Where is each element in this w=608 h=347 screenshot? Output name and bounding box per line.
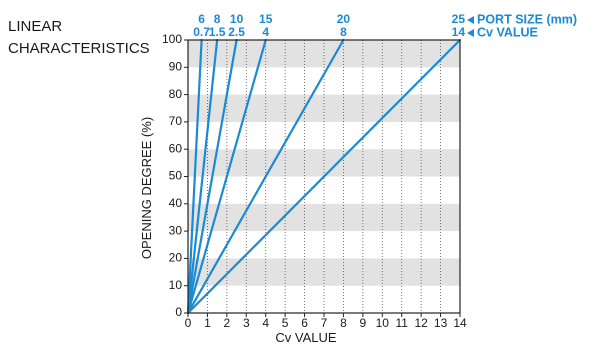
series-port-size-label: 6: [198, 12, 205, 26]
x-tick-label: 11: [395, 316, 408, 330]
series-cv-label: 8: [340, 25, 347, 39]
series-port-size-label: 25: [452, 12, 466, 26]
legend-port-size: PORT SIZE (mm): [477, 12, 577, 26]
legend-cv-value: Cv VALUE: [477, 25, 538, 39]
x-tick-label: 10: [376, 316, 390, 330]
series-line: [186, 38, 267, 315]
x-tick-label: 3: [243, 316, 250, 330]
y-axis-ticks: 0 10 20 30 40 50 60 70 80 90 100: [162, 32, 188, 319]
series-port-size-label: 10: [230, 12, 244, 26]
x-tick-label: 2: [224, 316, 231, 330]
series-cv-label: 2.5: [228, 25, 245, 39]
x-tick-label: 4: [262, 316, 269, 330]
background-band: [188, 94, 460, 122]
series-cv-label: 0.7: [193, 25, 210, 39]
y-tick-label: 80: [169, 87, 183, 101]
x-axis-label: Cv VALUE: [275, 330, 336, 345]
series-line: [186, 38, 345, 315]
left-pointing-triangle-icon: [467, 29, 474, 37]
legend: PORT SIZE (mm) Cv VALUE: [467, 12, 577, 39]
series-port-size-label: 15: [259, 12, 273, 26]
y-tick-label: 30: [169, 223, 183, 237]
y-tick-label: 0: [175, 305, 182, 319]
x-tick-label: 14: [453, 316, 467, 330]
y-tick-label: 60: [169, 141, 183, 155]
x-tick-label: 1: [204, 316, 211, 330]
y-tick-label: 90: [169, 59, 183, 73]
x-tick-label: 8: [340, 316, 347, 330]
y-tick-label: 100: [162, 32, 182, 46]
series-cv-label: 4: [262, 25, 269, 39]
y-tick-label: 50: [169, 169, 183, 183]
x-tick-label: 5: [282, 316, 289, 330]
series-lines: [186, 38, 462, 315]
x-tick-label: 13: [434, 316, 448, 330]
series-cv-label: 1.5: [209, 25, 226, 39]
series-port-size-label: 20: [337, 12, 351, 26]
x-tick-label: 7: [321, 316, 328, 330]
y-axis-label: OPENING DEGREE (%): [139, 117, 154, 259]
series-line: [186, 38, 238, 315]
series-line: [186, 38, 219, 315]
series-port-size-label: 8: [214, 12, 221, 26]
series-line: [186, 38, 203, 315]
y-tick-label: 10: [169, 278, 183, 292]
x-tick-label: 6: [301, 316, 308, 330]
left-pointing-triangle-icon: [467, 16, 474, 24]
series-line: [186, 38, 462, 315]
chart-title-line-1: LINEAR: [8, 18, 62, 35]
y-tick-label: 40: [169, 196, 183, 210]
x-tick-label: 0: [185, 316, 192, 330]
vertical-gridlines: [207, 40, 441, 313]
x-axis-ticks: 0 1 2 3 4 5 6 7 8 9 10 11 12 13 14: [185, 313, 467, 330]
series-cv-label: 14: [452, 25, 466, 39]
chart-title-line-2: CHARACTERISTICS: [8, 40, 150, 57]
y-tick-label: 70: [169, 114, 183, 128]
x-tick-label: 12: [414, 316, 428, 330]
background-band: [188, 40, 460, 68]
x-tick-label: 9: [360, 316, 367, 330]
y-tick-label: 20: [169, 251, 183, 265]
